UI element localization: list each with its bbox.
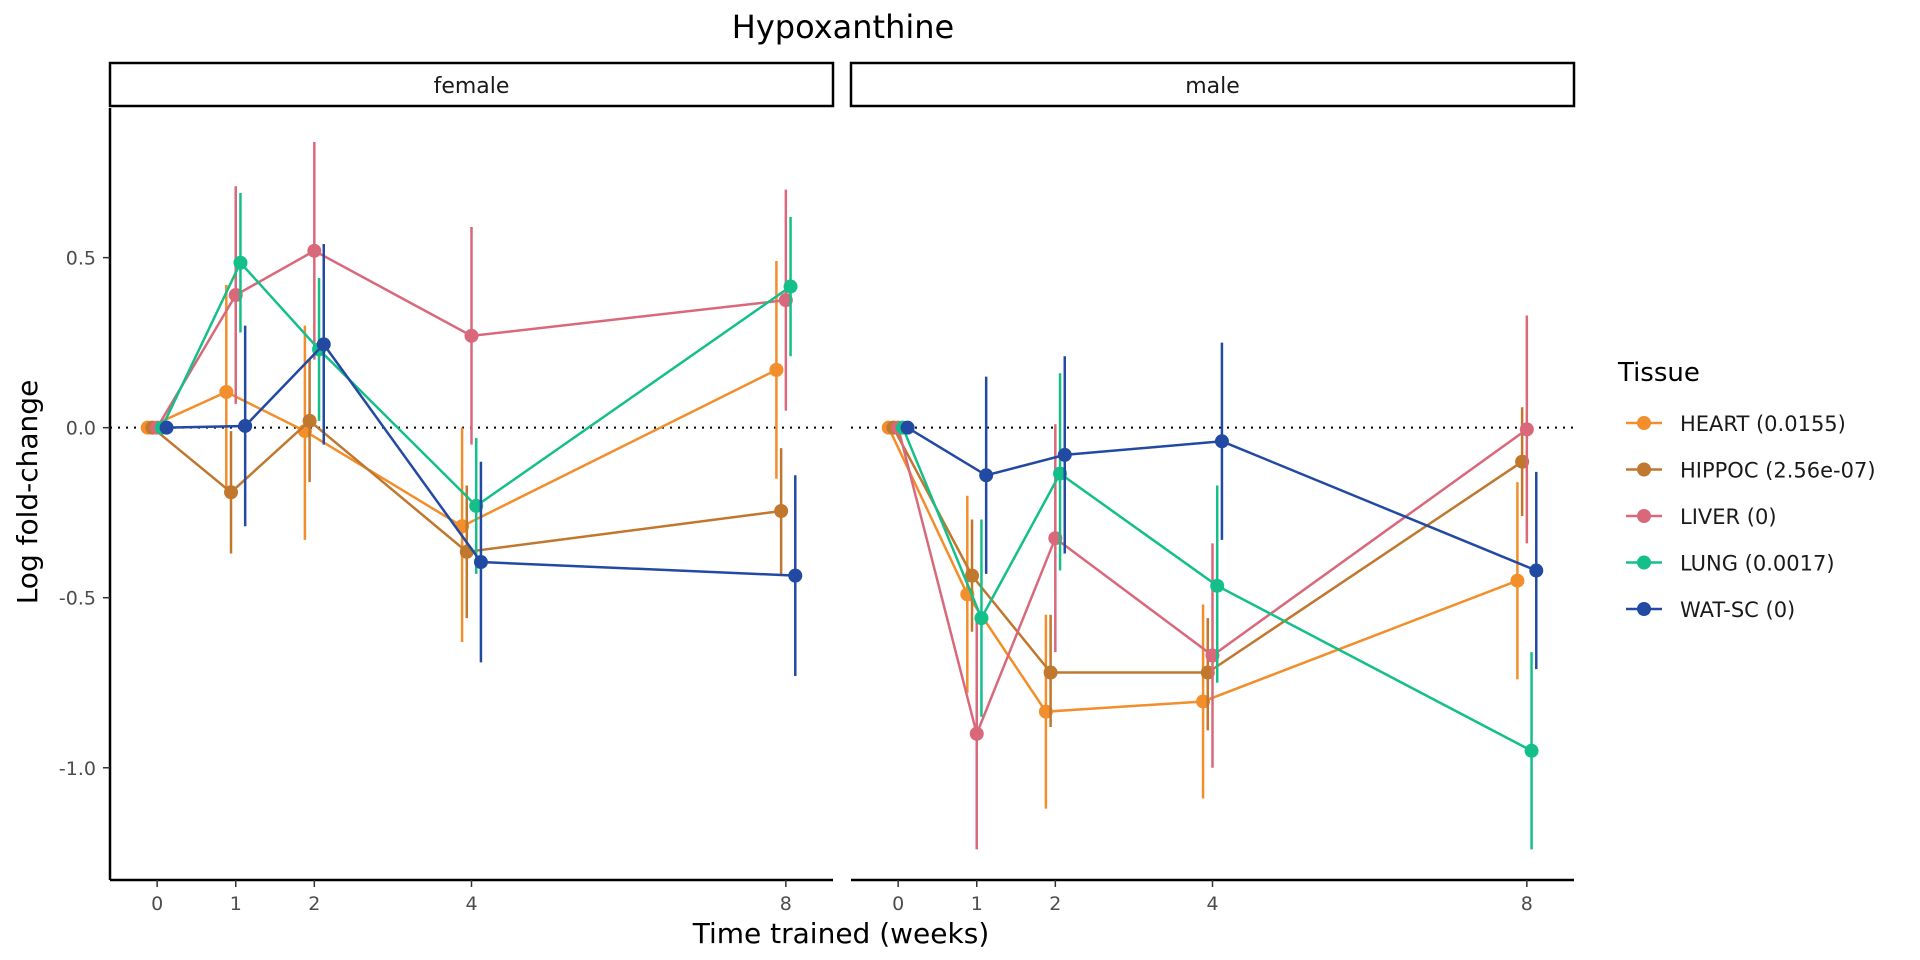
legend-item-label: LUNG (0.0017) — [1680, 552, 1835, 576]
data-point — [965, 568, 980, 583]
legend: Tissue HEART (0.0155) HIPPOC (2.56e-07) LI… — [1617, 358, 1876, 622]
legend-item-label: WAT-SC (0) — [1680, 598, 1795, 622]
data-point — [979, 468, 994, 483]
y-axis-title: Log fold-change — [11, 380, 44, 605]
data-point — [774, 504, 789, 519]
data-point — [233, 255, 248, 270]
y-tick-label: 0.5 — [66, 248, 96, 270]
facet-strip-male: male — [849, 61, 1576, 108]
strip-label-male: male — [1185, 74, 1240, 99]
x-tick-label: 1 — [230, 893, 242, 915]
legend-key-point — [1637, 555, 1651, 570]
x-axis-title: Time trained (weeks) — [692, 917, 990, 950]
legend-item-label: HIPPOC (2.56e-07) — [1680, 459, 1876, 483]
panel-female: 0 1 2 4 8 — [110, 142, 833, 915]
data-point — [1510, 573, 1525, 588]
x-tick-label: 2 — [308, 893, 320, 915]
data-point — [307, 243, 322, 258]
legend-key-point — [1637, 602, 1651, 616]
data-point — [219, 384, 234, 399]
data-point — [224, 485, 239, 500]
data-point — [238, 418, 253, 433]
legend-item-label: HEART (0.0155) — [1680, 412, 1846, 436]
x-tick-label: 0 — [151, 893, 163, 915]
data-point — [900, 420, 915, 435]
data-point — [788, 568, 803, 583]
data-point — [1519, 422, 1534, 437]
x-tick-label: 8 — [780, 893, 792, 915]
data-point — [473, 555, 488, 570]
legend-item-label: LIVER (0) — [1680, 505, 1777, 529]
x-tick-label: 0 — [892, 893, 904, 915]
data-point — [1210, 578, 1225, 593]
legend-key-point — [1637, 462, 1651, 477]
data-point — [1057, 447, 1072, 462]
data-point — [464, 328, 479, 343]
y-tick-label: 0.0 — [66, 418, 96, 440]
legend-key-point — [1637, 509, 1651, 523]
x-tick-label: 8 — [1521, 893, 1533, 915]
y-axis: 0.5 0.0 -0.5 -1.0 — [59, 108, 112, 880]
data-point — [1214, 434, 1229, 449]
data-point — [1524, 743, 1539, 758]
data-point — [459, 544, 474, 559]
x-tick-label: 1 — [971, 893, 983, 915]
data-point — [302, 413, 317, 428]
data-point — [783, 279, 798, 294]
y-tick-label: -0.5 — [59, 588, 96, 610]
data-point — [969, 726, 984, 741]
x-tick-label: 4 — [465, 893, 477, 915]
data-point — [159, 420, 174, 435]
x-tick-label: 2 — [1049, 893, 1061, 915]
y-tick-label: -1.0 — [59, 758, 96, 780]
panel-male: 0 1 2 4 8 — [851, 315, 1574, 915]
data-point — [1529, 563, 1544, 578]
data-point — [1043, 665, 1058, 680]
data-point — [316, 337, 331, 352]
legend-key-point — [1637, 416, 1651, 430]
data-point — [974, 611, 989, 626]
facet-strip-female: female — [108, 61, 835, 108]
legend-title: Tissue — [1617, 358, 1700, 388]
strip-label-female: female — [434, 74, 510, 99]
data-point — [769, 362, 784, 377]
chart-title: Hypoxanthine — [732, 8, 954, 46]
x-tick-label: 4 — [1206, 893, 1218, 915]
